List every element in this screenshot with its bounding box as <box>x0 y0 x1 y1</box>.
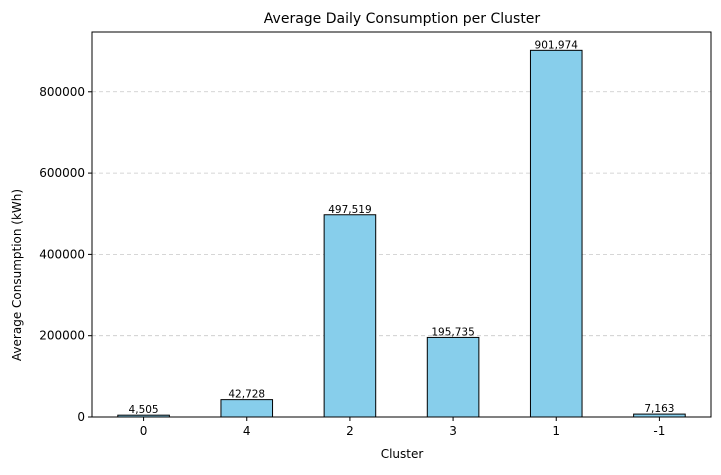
bar-value-label: 901,974 <box>535 39 579 51</box>
axes-frame <box>91 31 712 418</box>
bar-value-label: 42,728 <box>228 389 265 401</box>
x-tick-label: 3 <box>449 424 457 438</box>
bar-value-label: 195,735 <box>431 326 474 338</box>
axes <box>91 31 712 418</box>
bar-value-label: 497,519 <box>328 204 371 216</box>
y-axis-label: Average Consumption (kWh) <box>10 189 24 361</box>
x-tick-label: 1 <box>552 424 560 438</box>
y-tick-label: 400000 <box>39 247 85 261</box>
x-axis-label: Cluster <box>381 447 424 461</box>
bars <box>117 49 686 418</box>
bar <box>529 49 583 418</box>
chart-title: Average Daily Consumption per Cluster <box>264 11 541 27</box>
bar <box>220 399 274 418</box>
bar-value-label: 4,505 <box>129 404 159 416</box>
bar <box>426 336 480 418</box>
y-tick-label: 0 <box>77 410 85 424</box>
gridlines <box>92 91 711 337</box>
x-tick-label: -1 <box>653 424 665 438</box>
bar <box>323 214 377 418</box>
y-tick-label: 200000 <box>39 329 85 343</box>
x-tick-label: 2 <box>346 424 354 438</box>
y-tick-label: 600000 <box>39 166 85 180</box>
y-tick-label: 800000 <box>39 85 85 99</box>
x-tick-label: 4 <box>243 424 251 438</box>
x-tick-label: 0 <box>140 424 148 438</box>
ticks: 0 4 2 3 1 -1 0 200000 400000 600000 800000 <box>39 85 665 438</box>
bar-value-label: 7,163 <box>644 403 674 415</box>
data-labels: 4,505 42,728 497,519 195,735 901,974 7,163 <box>129 39 675 416</box>
